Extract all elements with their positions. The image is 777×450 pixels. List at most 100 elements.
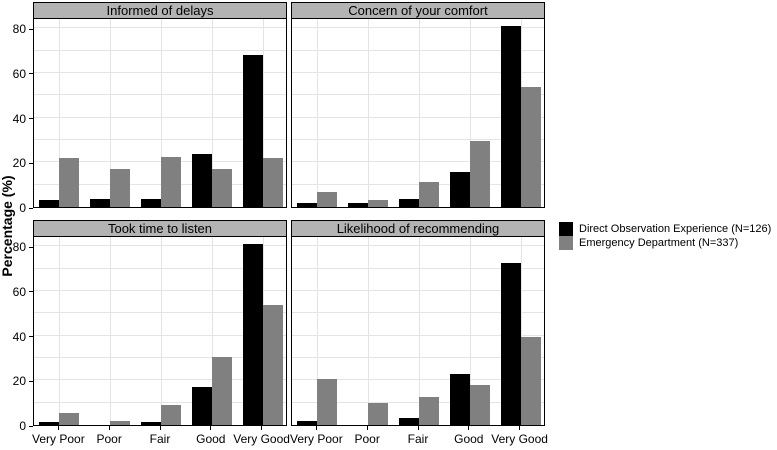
bar-direct-observation (242, 243, 263, 425)
gridline-vertical (419, 237, 420, 425)
x-tick-label: Poor (354, 432, 380, 446)
gridline-horizontal (292, 334, 544, 336)
bar-direct-observation (297, 420, 318, 425)
y-tick-mark (29, 380, 33, 382)
y-tick-label: 80 (12, 240, 26, 255)
x-tick-label: Good (196, 432, 226, 446)
x-tick-mark (468, 426, 470, 430)
y-tick-mark (29, 246, 33, 248)
bar-direct-observation (449, 373, 470, 425)
bar-emergency-department (211, 169, 232, 207)
bar-emergency-department (211, 356, 232, 425)
bar-direct-observation (242, 55, 263, 207)
facet-strip: Took time to listen (33, 220, 287, 237)
bar-direct-observation (191, 387, 212, 425)
legend-label: Emergency Department (N=337) (579, 237, 739, 249)
y-tick-label: 20 (12, 156, 26, 171)
x-tick-label: Very Good (491, 432, 548, 446)
x-tick-label: Very Poor (32, 432, 85, 446)
gridline-horizontal (34, 183, 286, 185)
y-tick-label: 0 (19, 201, 26, 215)
gridline-vertical (520, 237, 522, 425)
gridline-vertical (59, 237, 61, 425)
legend-item: Emergency Department (N=337) (559, 236, 771, 250)
legend-swatch-black (559, 222, 573, 236)
y-tick-mark (29, 291, 33, 293)
plot-panel (291, 18, 545, 208)
bar-emergency-department (368, 402, 389, 425)
y-tick-mark (29, 425, 33, 427)
x-tick-mark (315, 426, 317, 430)
gridline-horizontal (34, 312, 286, 314)
gridline-horizontal (292, 183, 544, 185)
x-tick-label: Very Good (233, 432, 290, 446)
gridline-horizontal (34, 245, 286, 247)
gridline-vertical (110, 237, 112, 425)
bar-emergency-department (262, 305, 283, 425)
x-tick-mark (366, 426, 368, 430)
bar-emergency-department (161, 404, 181, 425)
bar-emergency-department (110, 169, 131, 207)
bar-direct-observation (191, 154, 212, 207)
y-tick-mark (29, 28, 33, 30)
gridline-horizontal (292, 267, 544, 269)
x-tick-mark (108, 426, 110, 430)
gridline-horizontal (34, 379, 286, 381)
gridline-horizontal (292, 138, 544, 140)
bar-direct-observation (141, 199, 161, 207)
bar-emergency-department (317, 379, 338, 425)
gridline-vertical (368, 237, 370, 425)
bar-direct-observation (500, 25, 521, 207)
plot-panel (291, 236, 545, 426)
bar-direct-observation (90, 199, 111, 207)
y-tick-label: 60 (12, 284, 26, 299)
gridline-horizontal (34, 27, 286, 29)
gridline-vertical (161, 237, 162, 425)
x-tick-mark (261, 426, 263, 430)
y-axis-title: Percentage (%) (0, 175, 15, 277)
bar-emergency-department (469, 384, 490, 425)
bar-emergency-department (419, 182, 439, 207)
y-tick-label: 20 (12, 374, 26, 389)
gridline-horizontal (34, 267, 286, 269)
bar-direct-observation (39, 200, 60, 207)
gridline-vertical (317, 237, 319, 425)
y-tick-mark (29, 336, 33, 338)
gridline-horizontal (34, 289, 286, 291)
bar-direct-observation (449, 172, 470, 207)
x-tick-label: Fair (149, 432, 171, 446)
gridline-horizontal (292, 161, 544, 163)
gridline-horizontal (292, 245, 544, 247)
gridline-horizontal (292, 94, 544, 96)
gridline-horizontal (292, 401, 544, 403)
gridline-horizontal (292, 116, 544, 118)
bar-direct-observation (39, 421, 60, 425)
bar-emergency-department (469, 141, 490, 207)
bar-emergency-department (59, 412, 80, 425)
gridline-horizontal (34, 161, 286, 163)
bar-direct-observation (348, 202, 369, 207)
gridline-horizontal (34, 356, 286, 358)
x-tick-label: Good (454, 432, 484, 446)
gridline-vertical (59, 19, 61, 207)
y-tick-label: 40 (12, 111, 26, 126)
gridline-horizontal (292, 379, 544, 381)
gridline-vertical (110, 19, 112, 207)
x-tick-mark (159, 426, 161, 430)
plot-panel (33, 18, 287, 208)
x-tick-mark (210, 426, 212, 430)
gridline-vertical (262, 19, 264, 207)
y-tick-mark (29, 73, 33, 75)
facet-title: Informed of delays (106, 3, 214, 18)
gridline-horizontal (292, 49, 544, 51)
y-tick-mark (29, 207, 33, 209)
facet-strip: Informed of delays (33, 2, 287, 19)
facet-strip: Concern of your comfort (291, 2, 545, 19)
y-tick-label: 80 (12, 22, 26, 37)
gridline-horizontal (292, 27, 544, 29)
gridline-vertical (317, 19, 319, 207)
gridline-horizontal (292, 289, 544, 291)
bar-emergency-department (317, 192, 338, 207)
bar-emergency-department (110, 420, 131, 425)
